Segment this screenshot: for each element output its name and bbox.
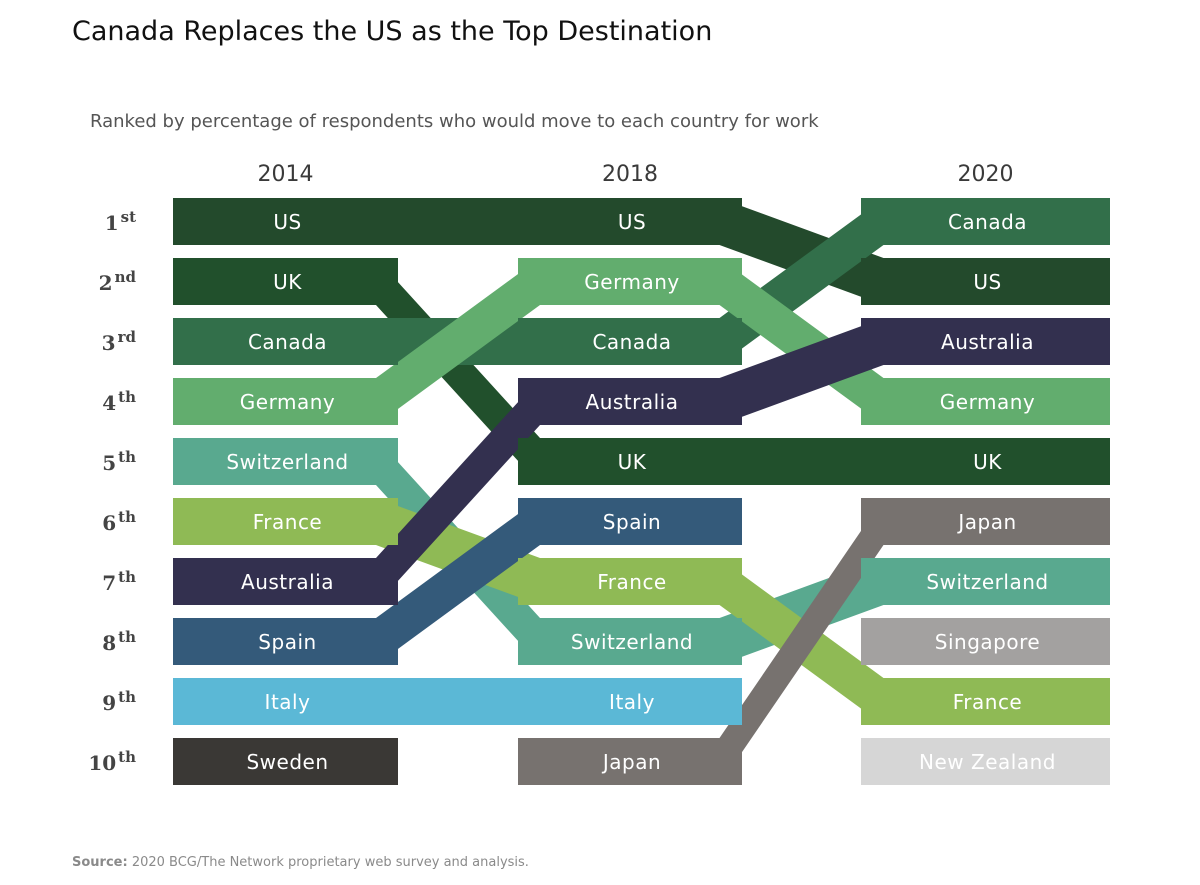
bar-label-canada-2018: Canada	[592, 330, 671, 354]
bar-japan-2020	[861, 498, 1110, 545]
connector-germany-2014-2018	[376, 258, 540, 425]
connectors	[376, 198, 884, 785]
bar-label-france-2018: France	[597, 570, 667, 594]
bar-label-germany-2020: Germany	[940, 390, 1035, 414]
year-labels: 2014 2018 2020	[258, 162, 1014, 187]
bar-spain-2018	[518, 498, 742, 545]
bar-label-spain-2018: Spain	[603, 510, 661, 534]
bar-sweden-2014	[173, 738, 398, 785]
bar-singapore-2020	[861, 618, 1110, 665]
bar-switzerland-2020	[861, 558, 1110, 605]
bar-australia-2018	[518, 378, 742, 425]
bar-label-new-zealand-2020: New Zealand	[919, 750, 1056, 774]
bar-us-2018	[518, 198, 742, 245]
connector-japan-2018-2020	[719, 498, 884, 785]
bar-us-2020	[861, 258, 1110, 305]
chart-subtitle: Ranked by percentage of respondents who …	[90, 111, 819, 132]
bar-label-canada-2020: Canada	[948, 210, 1027, 234]
bar-new-zealand-2020	[861, 738, 1110, 785]
rank-labels: 1 st 2 nd 3 rd 4 th 5 th 6 th 7 th 8 th 9 th 10 th	[88, 208, 136, 775]
bar-uk-2020	[861, 438, 1110, 485]
bar-label-switzerland-2014: Switzerland	[226, 450, 348, 474]
bar-canada-2020	[861, 198, 1110, 245]
bar-label-germany-2018: Germany	[584, 270, 679, 294]
bar-australia-2020	[861, 318, 1110, 365]
bar-label-australia-2018: Australia	[586, 390, 679, 414]
year-label-2018: 2018	[602, 162, 658, 187]
bar-label-sweden-2014: Sweden	[246, 750, 328, 774]
bar-switzerland-2014	[173, 438, 398, 485]
bars	[173, 198, 1110, 785]
bar-label-japan-2018: Japan	[601, 750, 661, 774]
bar-label-switzerland-2018: Switzerland	[571, 630, 693, 654]
bar-france-2014	[173, 498, 398, 545]
bar-label-italy-2014: Italy	[265, 690, 311, 714]
bar-label-singapore-2020: Singapore	[935, 630, 1040, 654]
connector-australia-2018-2020	[719, 318, 884, 425]
connector-uk-2018-2020	[740, 438, 863, 485]
connector-spain-2014-2018	[376, 498, 540, 665]
bar-label-switzerland-2020: Switzerland	[926, 570, 1048, 594]
bar-australia-2014	[173, 558, 398, 605]
bar-canada-2018	[518, 318, 742, 365]
bar-label-australia-2020: Australia	[941, 330, 1034, 354]
bar-label-france-2020: France	[953, 690, 1023, 714]
year-label-2014: 2014	[258, 162, 314, 187]
source-label: Source:	[72, 855, 128, 870]
year-label-2020: 2020	[958, 162, 1014, 187]
bar-germany-2020	[861, 378, 1110, 425]
bar-italy-2018	[518, 678, 742, 725]
source-text: 2020 BCG/The Network proprietary web sur…	[131, 855, 529, 870]
bar-us-2014	[173, 198, 398, 245]
bar-label-germany-2014: Germany	[240, 390, 335, 414]
bar-france-2018	[518, 558, 742, 605]
source-note: Source: 2020 BCG/The Network proprietary…	[72, 855, 529, 870]
bar-label-spain-2014: Spain	[258, 630, 316, 654]
connector-us-2018-2020	[719, 198, 884, 305]
bar-label-australia-2014: Australia	[241, 570, 334, 594]
bar-label-canada-2014: Canada	[248, 330, 327, 354]
bar-label-us-2020: US	[973, 270, 1001, 294]
bar-label-us-2018: US	[618, 210, 646, 234]
chart-title: Canada Replaces the US as the Top Destin…	[72, 16, 713, 47]
bar-label-italy-2018: Italy	[609, 690, 655, 714]
bar-label-uk-2018: UK	[618, 450, 647, 474]
bar-switzerland-2018	[518, 618, 742, 665]
bar-japan-2018	[518, 738, 742, 785]
bar-uk-2018	[518, 438, 742, 485]
connector-us-2014-2018	[396, 198, 520, 245]
bar-germany-2018	[518, 258, 742, 305]
connector-australia-2014-2018	[376, 378, 540, 605]
bar-france-2020	[861, 678, 1110, 725]
bar-spain-2014	[173, 618, 398, 665]
bar-label-uk-2014: UK	[273, 270, 302, 294]
connector-germany-2018-2020	[719, 258, 884, 425]
bar-label-uk-2020: UK	[973, 450, 1002, 474]
bar-label-france-2014: France	[253, 510, 323, 534]
bar-italy-2014	[173, 678, 398, 725]
bar-germany-2014	[173, 378, 398, 425]
bar-label-us-2014: US	[273, 210, 301, 234]
bar-uk-2014	[173, 258, 398, 305]
bar-canada-2014	[173, 318, 398, 365]
connector-italy-2014-2018	[396, 678, 520, 725]
bar-label-japan-2020: Japan	[956, 510, 1016, 534]
bar-labels: US US US UK UK UK Canada Canada Canada Germany Ger…	[226, 210, 1056, 774]
